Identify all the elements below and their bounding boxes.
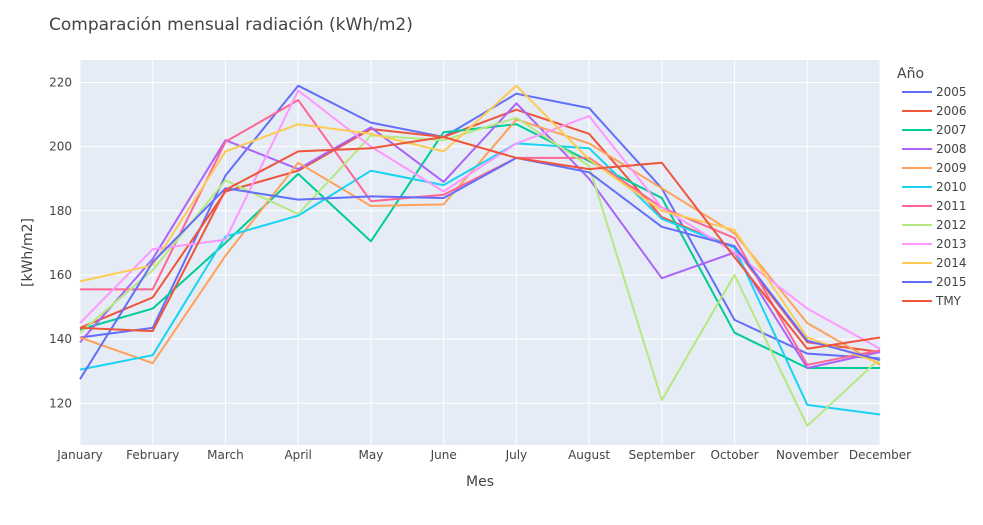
legend-item-2015[interactable]: 2015 [902,275,967,289]
series-line-2014[interactable] [79,84,881,365]
legend-label: 2009 [936,161,967,175]
x-tick-label: January [56,448,103,462]
series-line-2012[interactable] [79,116,881,427]
legend-label: 2013 [936,237,967,251]
legend-label: 2012 [936,218,967,232]
legend-label: 2005 [936,85,967,99]
y-tick-label: 160 [49,268,72,282]
legend-item-2008[interactable]: 2008 [902,142,967,156]
legend-item-tmy[interactable]: TMY [902,294,962,308]
legend-label: 2015 [936,275,967,289]
y-tick-label: 140 [49,332,72,346]
legend-label: 2014 [936,256,967,270]
legend-item-2012[interactable]: 2012 [902,218,967,232]
y-tick-label: 180 [49,204,72,218]
legend-item-2014[interactable]: 2014 [902,256,967,270]
series-lines [79,84,881,427]
legend-title: Año [897,66,924,82]
x-axis-title: Mes [466,474,494,490]
legend-label: 2011 [936,199,967,213]
legend-item-2007[interactable]: 2007 [902,123,967,137]
x-tick-label: June [430,448,457,462]
series-line-2015[interactable] [79,156,881,380]
y-tick-label: 120 [49,396,72,410]
chart-title: Comparación mensual radiación (kWh/m2) [49,15,413,35]
series-line-2011[interactable] [80,99,881,366]
x-tick-label: October [711,448,759,462]
legend-item-2005[interactable]: 2005 [902,85,967,99]
legend-label: 2007 [936,123,967,137]
legend-label: TMY [935,294,962,308]
x-tick-label: February [126,448,179,462]
legend-label: 2010 [936,180,967,194]
legend-item-2011[interactable]: 2011 [902,199,967,213]
gridlines [79,60,881,445]
y-axis-title: [kWh/m2] [20,218,36,287]
y-tick-label: 200 [49,140,72,154]
x-tick-label: April [284,448,311,462]
x-tick-label: December [849,448,911,462]
y-axis-ticks: 120 140 160 180 200 220 [49,75,72,410]
legend-label: 2006 [936,104,967,118]
x-tick-label: March [207,448,244,462]
x-tick-label: July [505,448,528,462]
legend-label: 2008 [936,142,967,156]
legend[interactable]: Año 2005 2006 2007 2008 2009 2010 2011 2012 2013… [897,66,967,308]
legend-item-2006[interactable]: 2006 [902,104,967,118]
x-tick-label: September [629,448,695,462]
legend-item-2009[interactable]: 2009 [902,161,967,175]
x-axis-ticks: January February March April May June July Augu… [56,448,911,462]
x-tick-label: November [776,448,838,462]
x-tick-label: August [568,448,610,462]
y-tick-label: 220 [49,75,72,89]
legend-item-2013[interactable]: 2013 [902,237,967,251]
legend-item-2010[interactable]: 2010 [902,180,967,194]
x-tick-label: May [359,448,384,462]
series-line-tmy[interactable] [79,136,881,350]
